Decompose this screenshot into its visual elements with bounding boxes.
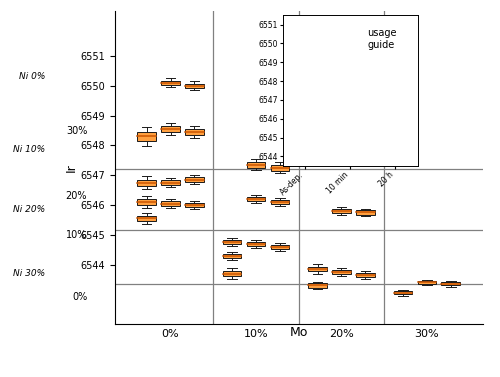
Bar xyxy=(185,84,204,88)
Bar xyxy=(356,273,375,277)
Bar xyxy=(137,199,156,205)
Bar xyxy=(246,197,266,201)
Text: 20%: 20% xyxy=(329,329,354,339)
Text: 10%: 10% xyxy=(244,329,268,339)
Bar xyxy=(442,282,460,285)
Text: Ni 0%: Ni 0% xyxy=(19,72,46,81)
Text: Ni 30%: Ni 30% xyxy=(14,269,46,278)
Text: 10%: 10% xyxy=(66,230,87,240)
Bar xyxy=(185,129,204,135)
Text: usage
guide: usage guide xyxy=(367,28,396,50)
Text: 0%: 0% xyxy=(72,293,87,302)
Bar xyxy=(270,165,289,171)
Bar xyxy=(185,177,204,182)
Bar xyxy=(418,281,436,284)
Bar xyxy=(161,126,180,132)
Text: Ni 10%: Ni 10% xyxy=(14,146,46,155)
X-axis label: Mo: Mo xyxy=(290,326,308,339)
Text: 30%: 30% xyxy=(414,329,440,339)
Bar xyxy=(185,203,204,207)
Bar xyxy=(222,271,242,276)
Text: Ni 20%: Ni 20% xyxy=(14,205,46,214)
Bar xyxy=(161,81,180,85)
Bar xyxy=(246,242,266,246)
Bar xyxy=(137,180,156,185)
Bar xyxy=(222,240,242,244)
Bar xyxy=(308,267,327,271)
Bar xyxy=(161,180,180,185)
Y-axis label: Ir: Ir xyxy=(65,163,78,172)
Bar xyxy=(308,284,327,288)
Bar xyxy=(222,254,242,258)
Text: 20%: 20% xyxy=(66,191,87,201)
Bar xyxy=(270,200,289,204)
Bar xyxy=(246,162,266,168)
Text: 30%: 30% xyxy=(66,126,87,135)
Bar xyxy=(332,270,351,274)
Bar xyxy=(332,209,351,213)
Text: 0%: 0% xyxy=(162,329,180,339)
Bar xyxy=(161,201,180,205)
Bar xyxy=(270,245,289,249)
Bar xyxy=(394,291,412,294)
Bar xyxy=(137,132,156,141)
Bar xyxy=(137,216,156,221)
Bar xyxy=(356,210,375,215)
